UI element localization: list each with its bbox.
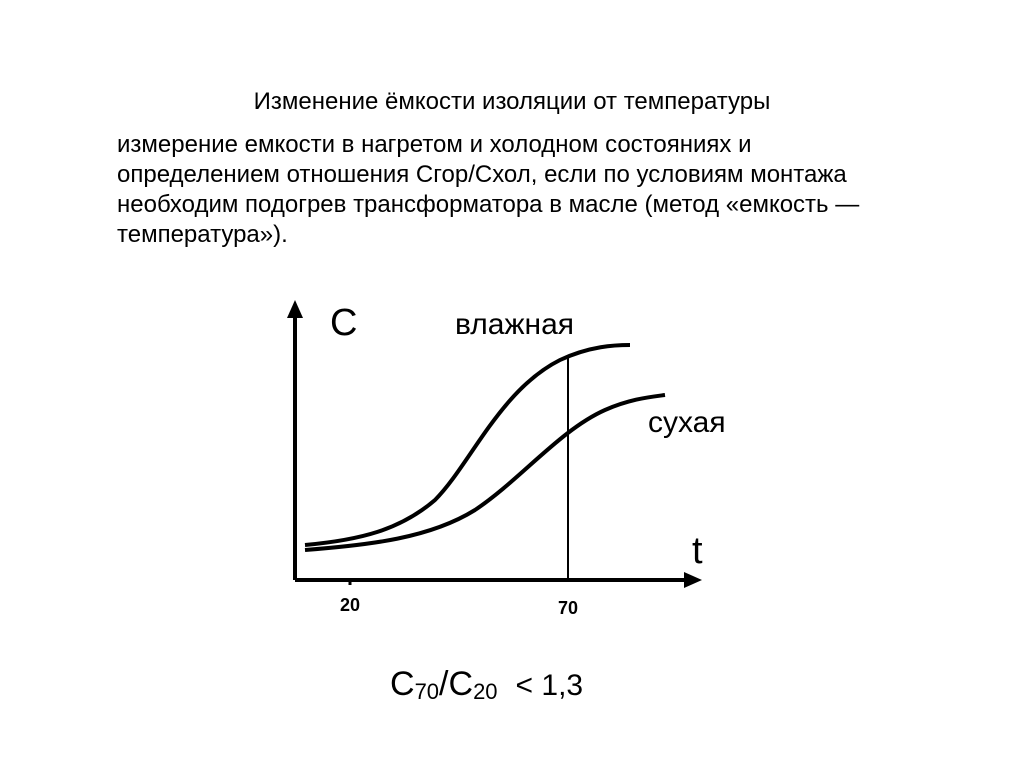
chart-container: С t влажная сухая 20 70 (270, 300, 770, 630)
formula-c2: С (449, 665, 474, 703)
formula-sub1: 70 (415, 679, 439, 704)
x-tick-70: 70 (558, 598, 578, 619)
x-tick-20: 20 (340, 595, 360, 616)
formula-sub2: 20 (473, 679, 497, 704)
y-axis-label: С (330, 302, 357, 345)
formula-c1: С (390, 665, 415, 703)
series-label-wet: влажная (455, 308, 574, 342)
page-title: Изменение ёмкости изоляции от температур… (0, 88, 1024, 116)
y-axis-arrow (287, 300, 303, 318)
curve-dry (305, 395, 665, 550)
description-text: измерение емкости в нагретом и холодном … (117, 130, 907, 250)
formula-slash: / (439, 665, 448, 703)
ratio-formula: С70/С20< 1,3 (390, 665, 583, 704)
series-label-dry: сухая (648, 406, 726, 440)
chart-svg (270, 300, 770, 630)
formula-comparison: < 1,3 (516, 669, 584, 702)
x-axis-label: t (692, 530, 703, 573)
x-axis-arrow (684, 572, 702, 588)
